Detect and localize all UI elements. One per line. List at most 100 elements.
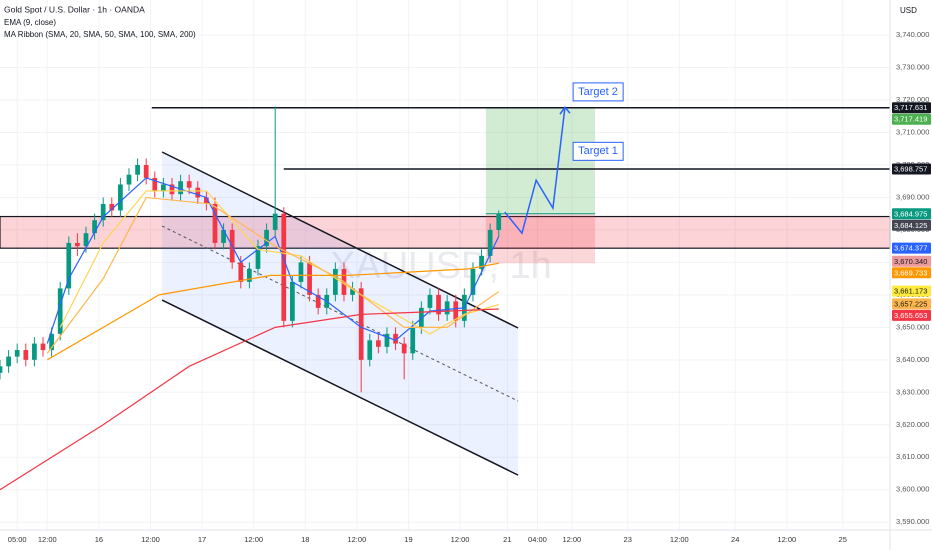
zone — [0, 215, 891, 249]
stop-box — [485, 213, 596, 264]
candle-body — [298, 262, 304, 282]
candle-body — [479, 255, 484, 269]
candle-body — [290, 281, 295, 321]
moving-average — [59, 190, 499, 335]
candle-body — [186, 181, 192, 188]
price-label: 3,661.173 — [894, 287, 927, 296]
x-tick-label: 16 — [95, 535, 103, 544]
candle-body — [384, 333, 390, 347]
candle-body — [40, 343, 46, 351]
candle-body — [393, 333, 398, 344]
x-tick-label: 12:00 — [38, 535, 57, 544]
x-tick-label: 23 — [624, 535, 632, 544]
candle-body — [375, 340, 381, 347]
forecast-arrow — [504, 107, 566, 235]
price-label: 3,669.733 — [894, 268, 927, 277]
price-label: 3,655.653 — [894, 311, 927, 320]
y-tick-label: 3,630.000 — [896, 387, 929, 396]
candle-body — [255, 246, 261, 269]
candle-body — [204, 197, 209, 204]
price-label-box — [892, 219, 931, 231]
candle-body — [307, 262, 312, 295]
watermark: XAUUSD, 1h — [330, 245, 552, 287]
x-tick-label: 18 — [301, 535, 309, 544]
candle-body — [247, 268, 252, 282]
x-tick-label: 05:00 — [8, 535, 27, 544]
x-tick-label: 19 — [404, 535, 412, 544]
arrow-head — [559, 105, 571, 115]
candle-body — [161, 184, 166, 191]
candle-body — [367, 340, 373, 360]
candle-body — [332, 268, 338, 295]
x-tick-label: 12:00 — [141, 535, 160, 544]
y-tick-label: 3,690.000 — [896, 192, 929, 201]
candle-body — [152, 177, 158, 191]
chart-title: Gold Spot / U.S. Dollar · 1h · OANDA — [4, 4, 145, 14]
price-label: 3,698.757 — [894, 164, 927, 173]
candle-body — [6, 356, 11, 367]
candle-body — [143, 164, 149, 178]
x-tick-label: 17 — [198, 535, 206, 544]
x-tick-label: 12:00 — [451, 535, 470, 544]
candle-body — [264, 229, 269, 247]
candle-body — [410, 327, 416, 354]
moving-average — [46, 262, 499, 361]
y-tick-label: 3,590.000 — [896, 517, 929, 526]
annotation-box — [572, 82, 624, 102]
currency: USD — [900, 6, 917, 15]
candle-body — [350, 288, 355, 295]
moving-average — [46, 196, 500, 354]
x-tick-label: 24 — [731, 535, 739, 544]
candle-body — [49, 333, 54, 351]
candle-body — [169, 184, 175, 195]
x-tick-label: 12:00 — [670, 535, 689, 544]
candle-body — [57, 288, 63, 334]
candle-body — [487, 229, 493, 256]
indicator-label: EMA (9, close) — [4, 18, 56, 27]
candle-body — [436, 294, 441, 315]
moving-average — [46, 177, 500, 344]
price-label-box — [892, 242, 931, 254]
profit-box — [485, 108, 596, 214]
candle-body — [470, 268, 476, 295]
candle-body — [109, 203, 115, 211]
candle-body — [238, 262, 244, 282]
y-tick-label: 3,650.000 — [896, 322, 929, 331]
x-tick-label: 12:00 — [347, 535, 366, 544]
price-label: 3,674.377 — [894, 244, 927, 253]
annotation: Target 1 — [578, 145, 618, 157]
candle-body — [221, 229, 226, 243]
price-label: 3,657.225 — [894, 299, 927, 308]
price-label: 3,684.975 — [894, 209, 927, 218]
candle-body — [23, 350, 29, 360]
price-label-box — [892, 309, 931, 321]
candle-body — [444, 301, 450, 315]
candle-body — [195, 187, 201, 198]
indicator-label: MA Ribbon (SMA, 20, SMA, 50, SMA, 100, S… — [4, 30, 196, 39]
price-label: 3,717.631 — [894, 103, 927, 112]
candle-body — [401, 343, 407, 354]
x-tick-label: 12:00 — [244, 535, 263, 544]
y-tick-label: 3,720.000 — [896, 95, 929, 104]
x-tick-label: 04:00 — [528, 535, 547, 544]
y-tick-label: 3,600.000 — [896, 485, 929, 494]
channel-middle — [161, 225, 519, 402]
price-label-box — [892, 267, 931, 279]
candle-body — [92, 220, 97, 234]
price-label: 3,670.340 — [894, 257, 927, 266]
candle-body — [272, 213, 278, 230]
candle-body — [135, 164, 140, 175]
candle-body — [75, 242, 80, 247]
candle-body — [212, 203, 218, 243]
price-label-box — [892, 255, 931, 267]
candle-body — [100, 203, 106, 221]
y-tick-label: 3,640.000 — [896, 355, 929, 364]
price-label-box — [892, 285, 931, 297]
price-label-box — [892, 298, 931, 310]
x-tick-label: 12:00 — [562, 535, 581, 544]
annotation-box — [572, 141, 624, 161]
candle-body — [0, 366, 3, 373]
y-tick-label: 3,710.000 — [896, 127, 929, 136]
